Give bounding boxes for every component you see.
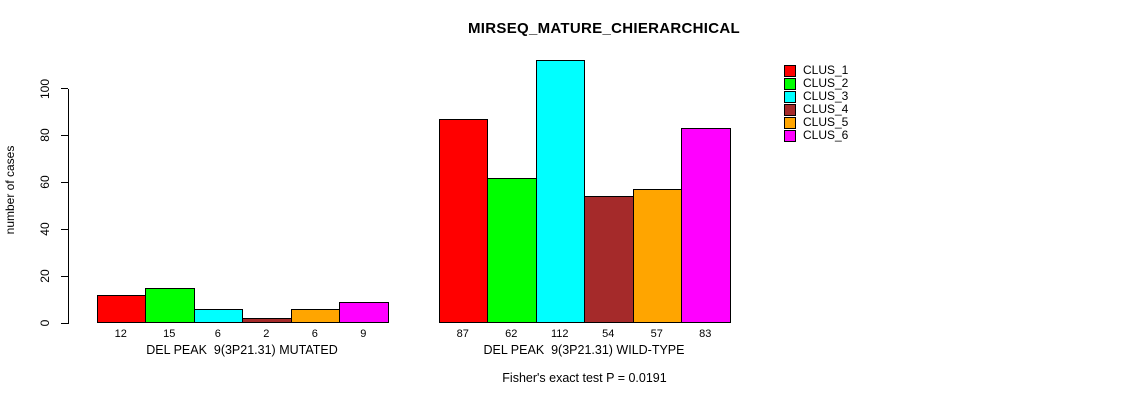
legend-label: CLUS_3 [803, 89, 849, 103]
bar-value-label: 112 [550, 328, 569, 340]
bar-value-label: 6 [311, 328, 318, 340]
legend-label: CLUS_2 [803, 76, 849, 90]
bar-value-label: 2 [263, 328, 270, 340]
group-label: DEL PEAK 9(3P21.31) MUTATED [146, 343, 338, 357]
bar-value-label: 15 [163, 328, 176, 340]
legend-label: CLUS_6 [803, 128, 849, 142]
legend-swatch-clus_2 [784, 78, 796, 90]
legend-swatch-clus_3 [784, 91, 796, 103]
bar-value-label: 57 [650, 328, 663, 340]
y-tick-mark [61, 134, 68, 136]
y-axis-line [68, 88, 69, 324]
bar-value-label: 9 [360, 328, 367, 340]
bar-value-label: 12 [114, 328, 127, 340]
bar-clus_5 [632, 189, 682, 323]
chart-title: MIRSEQ_MATURE_CHIERARCHICAL [468, 20, 740, 37]
bar-clus_1 [438, 118, 488, 323]
y-tick-mark [61, 322, 68, 324]
legend-swatch-clus_4 [784, 104, 796, 116]
y-tick-mark [61, 228, 68, 230]
bar-clus_2 [145, 287, 195, 323]
bar-clus_3 [535, 60, 585, 323]
group-label: DEL PEAK 9(3P21.31) WILD-TYPE [483, 343, 685, 357]
bar-value-label: 62 [505, 328, 518, 340]
y-tick-mark [61, 88, 68, 89]
legend-label: CLUS_1 [803, 63, 849, 77]
y-tick-mark [61, 181, 68, 183]
bar-value-label: 6 [214, 328, 221, 340]
legend-label: CLUS_5 [803, 115, 849, 129]
bar-clus_2 [487, 177, 537, 323]
bar-clus_1 [96, 294, 146, 323]
bar-value-label: 87 [456, 328, 469, 340]
y-tick-mark [61, 275, 68, 277]
bar-value-label: 54 [602, 328, 615, 340]
bar-clus_6 [681, 128, 731, 323]
legend-swatch-clus_5 [784, 117, 796, 129]
annotation-text: Fisher's exact test P = 0.0191 [502, 371, 667, 385]
legend-label: CLUS_4 [803, 102, 849, 116]
bar-value-label: 83 [699, 328, 712, 340]
bar-clus_6 [339, 301, 389, 323]
bar-clus_3 [193, 308, 243, 323]
legend-swatch-clus_1 [784, 65, 796, 77]
legend-swatch-clus_6 [784, 130, 796, 142]
